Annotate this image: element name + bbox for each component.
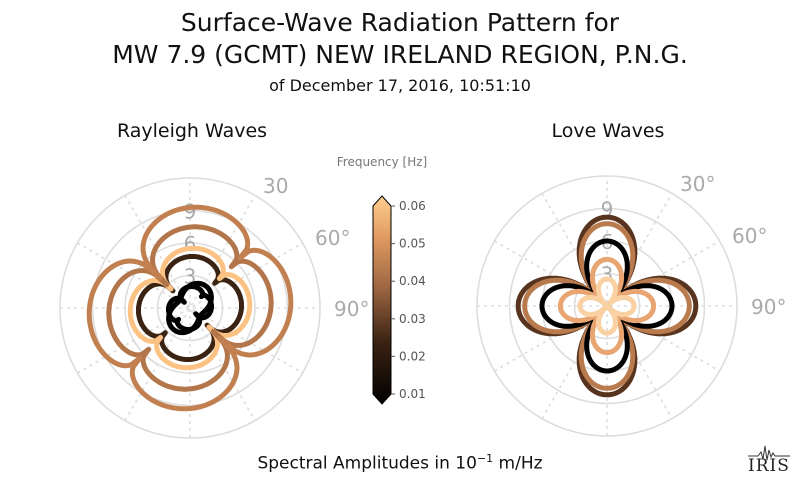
title-line-2: MW 7.9 (GCMT) NEW IRELAND REGION, P.N.G. bbox=[112, 40, 688, 69]
love-series-0.01 bbox=[539, 238, 675, 374]
rayleigh-grid-ring bbox=[91, 209, 289, 407]
iris-logo: IRIS bbox=[744, 442, 794, 488]
love-angle-tick: 60° bbox=[732, 224, 767, 248]
rayleigh-series-0.02 bbox=[136, 254, 244, 362]
love-series-0.04 bbox=[522, 221, 692, 391]
love-title: Love Waves bbox=[551, 120, 665, 142]
love-series-0.02 bbox=[557, 256, 657, 356]
x-axis-label: Spectral Amplitudes in 10−1 m/Hz bbox=[0, 452, 800, 474]
rayleigh-angle-tick: 60° bbox=[315, 226, 350, 250]
colorbar bbox=[372, 195, 392, 405]
love-grid-spoke bbox=[494, 240, 720, 372]
love-series-0.03 bbox=[577, 276, 637, 336]
colorbar-tick-label: 0.05 bbox=[399, 237, 426, 251]
rayleigh-title: Rayleigh Waves bbox=[116, 120, 268, 142]
rayleigh-angle-tick: 90° bbox=[334, 297, 369, 321]
colorbar-tick-label: 0.01 bbox=[399, 387, 426, 401]
rayleigh-inner-lobe bbox=[166, 280, 214, 336]
rayleigh-series-0.03 bbox=[127, 245, 253, 371]
rayleigh-series-0.05 bbox=[86, 204, 294, 412]
rayleigh-angle-tick: 30 bbox=[263, 174, 288, 198]
colorbar-label: Frequency [Hz] bbox=[337, 155, 428, 169]
footer-prefix: Spectral Amplitudes in 10 bbox=[257, 453, 477, 474]
love-angle-tick: 30° bbox=[680, 172, 715, 196]
rayleigh-grid-spoke bbox=[124, 195, 256, 421]
colorbar-tick-label: 0.04 bbox=[399, 274, 426, 288]
love-grid-spoke bbox=[541, 193, 673, 419]
colorbar-tick-label: 0.03 bbox=[399, 312, 426, 326]
seismogram-icon bbox=[748, 445, 790, 461]
title-line-1: Surface-Wave Radiation Pattern for bbox=[180, 8, 620, 37]
colorbar-tick-label: 0.02 bbox=[399, 349, 426, 363]
love-grid-spoke bbox=[541, 193, 673, 419]
rayleigh-radial-tick: 9 bbox=[184, 200, 197, 224]
rayleigh-radial-tick: 6 bbox=[184, 232, 197, 256]
rayleigh-grid-spoke bbox=[77, 242, 303, 374]
love-angle-tick: 90° bbox=[751, 295, 786, 319]
love-grid-spoke bbox=[494, 240, 720, 372]
footer-suffix: m/Hz bbox=[493, 453, 543, 474]
rayleigh-series-0.04 bbox=[106, 224, 274, 392]
love-grid-ring bbox=[508, 207, 706, 405]
logo-text: IRIS bbox=[748, 456, 790, 476]
subtitle: of December 17, 2016, 10:51:10 bbox=[269, 76, 531, 95]
footer-exponent: −1 bbox=[476, 452, 494, 465]
colorbar-tick-label: 0.06 bbox=[399, 199, 426, 213]
